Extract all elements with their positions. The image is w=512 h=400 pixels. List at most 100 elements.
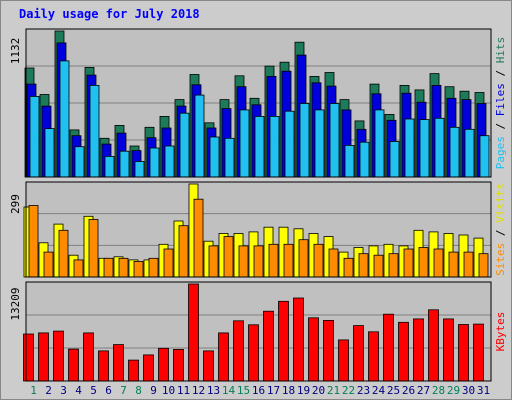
bottom-bar-kbytes-day-27 <box>413 318 424 382</box>
middle-bar-sites-day-25 <box>388 253 399 278</box>
bottom-bar-kbytes-day-4 <box>68 348 79 382</box>
series-label-part: KBytes <box>494 312 507 352</box>
top-bar-pages-day-24 <box>374 109 385 178</box>
day-label-25: 25 <box>387 384 400 397</box>
middle-bar-sites-day-29 <box>448 251 459 278</box>
middle-bar-sites-day-26 <box>403 248 414 278</box>
series-label-part: Visits <box>494 183 507 223</box>
bottom-bar-kbytes-day-18 <box>278 300 289 382</box>
chart-title: Daily usage for July 2018 <box>19 7 200 21</box>
bottom-bar-kbytes-day-3 <box>53 330 64 382</box>
bottom-plot-border <box>25 281 492 382</box>
middle-bar-sites-day-17 <box>268 243 279 278</box>
middle-bar-sites-day-3 <box>58 229 69 278</box>
middle-bar-sites-day-14 <box>223 236 234 278</box>
day-label-14: 14 <box>222 384 236 397</box>
middle-bar-sites-day-19 <box>298 239 309 278</box>
top-bar-pages-day-11 <box>179 112 190 178</box>
top-bar-pages-day-6 <box>104 155 115 178</box>
top-plot-border <box>25 28 492 178</box>
top-bar-pages-day-12 <box>194 94 205 178</box>
top-bar-pages-day-29 <box>449 126 460 178</box>
bottom-bar-kbytes-day-14 <box>218 332 229 382</box>
top-bar-pages-day-18 <box>284 110 295 178</box>
top-bar-pages-day-10 <box>164 145 175 178</box>
day-label-7: 7 <box>120 384 127 397</box>
day-label-16: 16 <box>252 384 265 397</box>
middle-bar-sites-day-24 <box>373 254 384 278</box>
bottom-bar-kbytes-day-25 <box>383 313 394 382</box>
day-label-21: 21 <box>327 384 340 397</box>
middle-bar-sites-day-6 <box>103 257 114 278</box>
bottom-bar-kbytes-day-22 <box>338 339 349 382</box>
middle-bar-sites-day-12 <box>193 198 204 278</box>
series-label-part: / <box>494 223 507 243</box>
middle-bar-sites-day-16 <box>253 245 264 278</box>
middle-bar-sites-day-31 <box>478 253 489 278</box>
middle-bar-sites-day-13 <box>208 245 219 278</box>
middle-bar-sites-day-20 <box>313 243 324 278</box>
day-label-26: 26 <box>402 384 415 397</box>
bottom-bar-kbytes-day-26 <box>398 321 409 382</box>
series-label-part: Hits <box>494 37 507 64</box>
middle-bar-sites-day-30 <box>463 251 474 278</box>
bottom-bar-kbytes-day-19 <box>293 297 304 382</box>
middle-bar-sites-day-7 <box>118 257 129 278</box>
bottom-bar-kbytes-day-6 <box>98 350 109 382</box>
day-label-5: 5 <box>90 384 97 397</box>
bottom-bar-kbytes-day-9 <box>143 354 154 382</box>
bottom-bar-kbytes-day-7 <box>113 344 124 382</box>
day-label-10: 10 <box>162 384 175 397</box>
middle-bar-sites-day-21 <box>328 248 339 278</box>
top-bar-pages-day-20 <box>314 109 325 178</box>
series-label-part: Files <box>494 83 507 116</box>
middle-bar-sites-day-18 <box>283 243 294 278</box>
middle-bar-sites-day-28 <box>433 248 444 278</box>
bottom-bar-kbytes-day-16 <box>248 324 259 382</box>
day-label-12: 12 <box>192 384 205 397</box>
top-bar-pages-day-14 <box>224 137 235 178</box>
top-bar-pages-day-16 <box>254 116 265 178</box>
middle-bar-sites-day-10 <box>163 248 174 278</box>
top-series-label: Pages / Files / Hits <box>494 37 507 170</box>
bottom-bar-kbytes-day-31 <box>473 323 484 382</box>
top-bar-pages-day-17 <box>269 116 280 178</box>
day-label-4: 4 <box>75 384 82 397</box>
bottom-bar-kbytes-day-11 <box>173 348 184 382</box>
top-bar-pages-day-19 <box>299 103 310 178</box>
day-label-8: 8 <box>135 384 142 397</box>
day-label-28: 28 <box>432 384 445 397</box>
bottom-bar-kbytes-day-23 <box>353 325 364 382</box>
day-label-19: 19 <box>297 384 310 397</box>
top-bar-pages-day-15 <box>239 109 250 178</box>
middle-bar-sites-day-1 <box>28 205 39 278</box>
middle-bar-sites-day-9 <box>148 257 159 278</box>
middle-series-label: Sites / Visits <box>494 183 507 276</box>
bottom-bar-kbytes-day-24 <box>368 331 379 382</box>
top-bar-pages-day-8 <box>134 161 145 178</box>
top-bar-pages-day-23 <box>359 141 370 178</box>
bottom-bar-kbytes-day-13 <box>203 350 214 382</box>
day-label-6: 6 <box>105 384 112 397</box>
top-bar-pages-day-3 <box>59 60 70 178</box>
top-bar-pages-day-26 <box>404 118 415 178</box>
series-label-part: / <box>494 116 507 136</box>
bottom-bar-kbytes-day-30 <box>458 324 469 382</box>
day-label-30: 30 <box>462 384 475 397</box>
middle-plot-border <box>25 181 492 278</box>
day-label-23: 23 <box>357 384 370 397</box>
day-label-11: 11 <box>177 384 190 397</box>
bottom-bar-kbytes-day-5 <box>83 332 94 382</box>
middle-bar-sites-day-15 <box>238 245 249 278</box>
day-label-29: 29 <box>447 384 460 397</box>
day-label-2: 2 <box>45 384 52 397</box>
series-label-part: Sites <box>494 243 507 276</box>
middle-bar-sites-day-23 <box>358 253 369 278</box>
bottom-bar-kbytes-day-21 <box>323 319 334 382</box>
bottom-series-label: KBytes <box>494 312 507 352</box>
day-label-22: 22 <box>342 384 355 397</box>
day-label-17: 17 <box>267 384 280 397</box>
top-bar-pages-day-7 <box>119 150 130 178</box>
